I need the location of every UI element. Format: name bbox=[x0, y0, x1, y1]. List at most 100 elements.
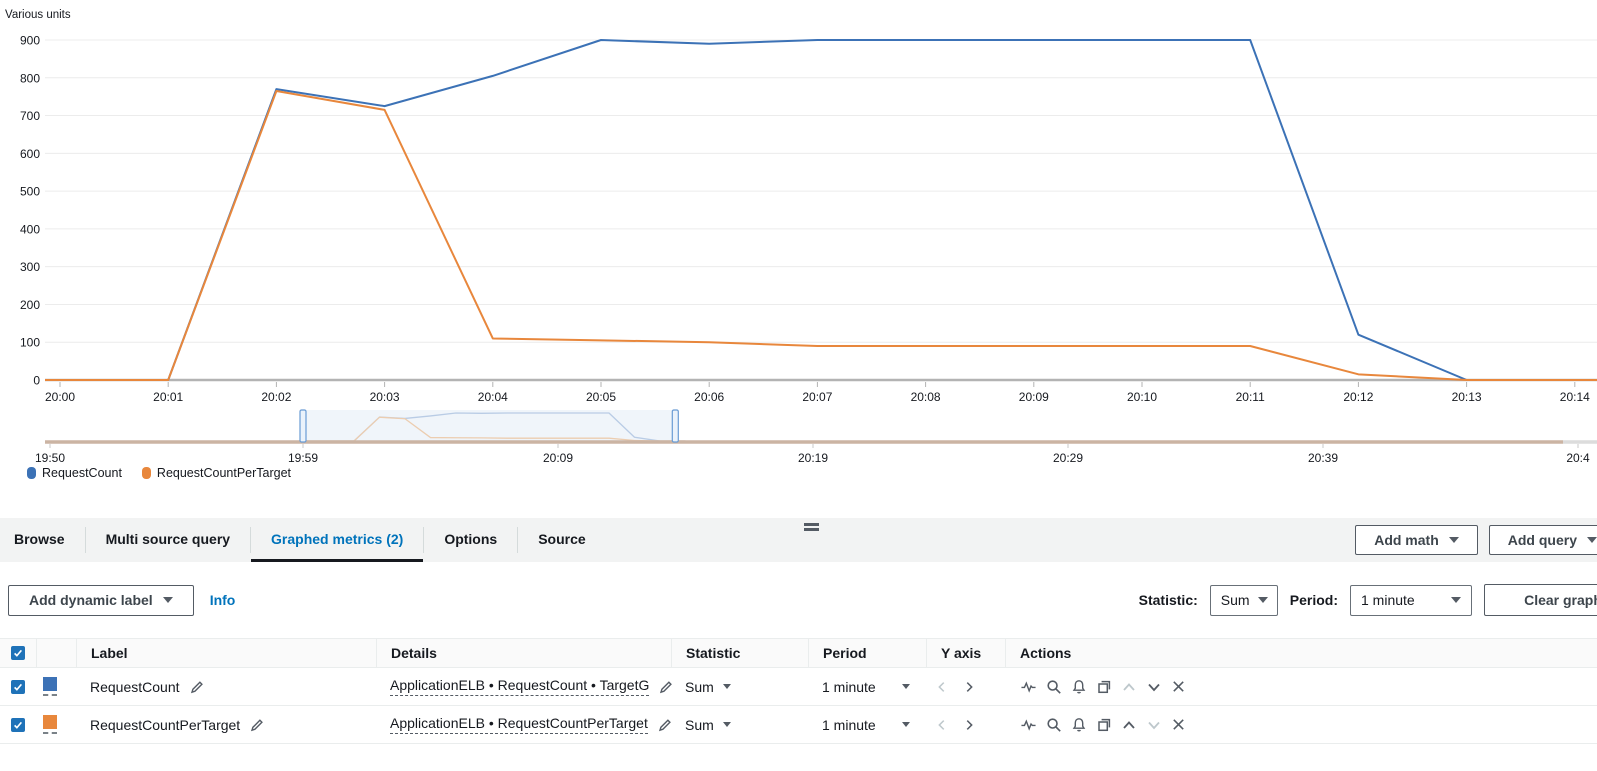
tab-divider bbox=[84, 527, 86, 553]
swatch-dash bbox=[43, 694, 57, 696]
add-dynamic-label-text: Add dynamic label bbox=[29, 592, 153, 608]
row-checkbox[interactable] bbox=[11, 717, 25, 732]
create-alarm-bell-icon[interactable] bbox=[1071, 717, 1087, 733]
row-checkbox[interactable] bbox=[11, 679, 25, 694]
row-actions-cell bbox=[1005, 717, 1597, 733]
chevron-down-icon bbox=[1587, 537, 1597, 543]
row-color-cell bbox=[36, 677, 76, 696]
clear-graph-button[interactable]: Clear graph bbox=[1484, 584, 1597, 616]
tab-graphed-metrics[interactable]: Graphed metrics (2) bbox=[251, 518, 424, 562]
tab-browse[interactable]: Browse bbox=[14, 530, 65, 547]
metric-row: RequestCount ApplicationELB • RequestCoun… bbox=[0, 668, 1597, 706]
svg-text:20:29: 20:29 bbox=[1053, 451, 1083, 465]
row-period-cell[interactable]: 1 minute bbox=[808, 679, 926, 695]
statistic-value: Sum bbox=[685, 716, 714, 733]
duplicate-icon[interactable] bbox=[1096, 679, 1112, 695]
svg-text:20:10: 20:10 bbox=[1127, 390, 1157, 404]
svg-text:20:01: 20:01 bbox=[153, 390, 183, 404]
panel-resize-handle-icon[interactable] bbox=[804, 523, 820, 533]
add-query-label: Add query bbox=[1507, 532, 1577, 548]
clear-graph-label: Clear graph bbox=[1524, 592, 1597, 608]
chevron-down-icon bbox=[1257, 597, 1268, 603]
metric-label: RequestCount bbox=[90, 678, 180, 695]
graph-this-metric-icon[interactable] bbox=[1020, 717, 1037, 733]
chevron-down-icon bbox=[722, 722, 731, 727]
main-chart: 0 100 200 300 400 500 600 700 800 900 20:00 20:01 20… bbox=[5, 9, 1597, 404]
yaxis-right-chevron-icon[interactable] bbox=[962, 679, 976, 695]
chevron-down-icon bbox=[901, 684, 910, 689]
metric-details[interactable]: ApplicationELB • RequestCount • TargetG bbox=[390, 677, 650, 696]
add-math-button[interactable]: Add math bbox=[1355, 525, 1478, 555]
yaxis-left-chevron-icon[interactable] bbox=[935, 679, 949, 695]
svg-text:19:50: 19:50 bbox=[35, 451, 65, 465]
edit-label-pencil-icon[interactable] bbox=[189, 679, 205, 695]
metric-details[interactable]: ApplicationELB • RequestCountPerTarget bbox=[390, 715, 648, 734]
remove-metric-icon[interactable] bbox=[1171, 717, 1186, 732]
svg-text:800: 800 bbox=[20, 71, 40, 85]
series-color-swatch[interactable] bbox=[43, 677, 57, 691]
row-select-cell bbox=[0, 717, 36, 732]
legend-color-dot bbox=[27, 467, 36, 479]
chevron-down-icon bbox=[722, 684, 731, 689]
svg-text:20:08: 20:08 bbox=[911, 390, 941, 404]
tab-options[interactable]: Options bbox=[444, 530, 498, 547]
series-color-swatch[interactable] bbox=[43, 715, 57, 729]
move-down-icon[interactable] bbox=[1146, 679, 1162, 695]
select-all-checkbox[interactable] bbox=[11, 646, 25, 660]
row-statistic-cell[interactable]: Sum bbox=[671, 679, 808, 695]
legend-item[interactable]: RequestCount bbox=[27, 466, 122, 480]
statistic-value: Sum bbox=[685, 678, 714, 695]
info-link[interactable]: Info bbox=[209, 592, 236, 608]
remove-metric-icon[interactable] bbox=[1171, 679, 1186, 694]
tabs: Browse Multi source query Graphed metric… bbox=[0, 518, 606, 562]
chevron-down-icon bbox=[1451, 597, 1461, 603]
graph-this-metric-icon[interactable] bbox=[1020, 679, 1037, 695]
svg-text:300: 300 bbox=[20, 260, 40, 274]
svg-text:700: 700 bbox=[20, 109, 40, 123]
add-query-button[interactable]: Add query bbox=[1488, 525, 1597, 555]
add-dynamic-label-button[interactable]: Add dynamic label bbox=[8, 584, 194, 616]
statistic-label: Statistic: bbox=[1138, 592, 1198, 608]
move-up-icon[interactable] bbox=[1121, 717, 1137, 733]
svg-text:200: 200 bbox=[20, 298, 40, 312]
timeline-minimap[interactable]: 19:50 19:59 20:09 20:19 20:29 20:39 20:4 bbox=[0, 404, 1597, 468]
move-up-icon[interactable] bbox=[1121, 679, 1137, 695]
yaxis-right-chevron-icon[interactable] bbox=[962, 717, 976, 733]
yaxis-left-chevron-icon[interactable] bbox=[935, 717, 949, 733]
edit-details-pencil-icon[interactable] bbox=[658, 679, 674, 695]
svg-text:900: 900 bbox=[20, 34, 40, 48]
header-color-cell bbox=[36, 639, 76, 667]
legend-item[interactable]: RequestCountPerTarget bbox=[141, 466, 291, 480]
svg-text:20:09: 20:09 bbox=[543, 451, 573, 465]
period-value: 1 minute bbox=[1361, 592, 1415, 608]
chart-section: 0 100 200 300 400 500 600 700 800 900 20:00 20:01 20… bbox=[0, 9, 1597, 480]
duplicate-icon[interactable] bbox=[1096, 717, 1112, 733]
tab-multi-source-query[interactable]: Multi source query bbox=[105, 530, 231, 547]
move-down-icon[interactable] bbox=[1146, 717, 1162, 733]
edit-label-pencil-icon[interactable] bbox=[249, 717, 265, 733]
search-icon[interactable] bbox=[1046, 717, 1062, 733]
row-period-cell[interactable]: 1 minute bbox=[808, 717, 926, 733]
svg-text:20:03: 20:03 bbox=[370, 390, 400, 404]
tab-source[interactable]: Source bbox=[538, 530, 586, 547]
row-statistic-cell[interactable]: Sum bbox=[671, 717, 808, 733]
chevron-down-icon bbox=[901, 722, 910, 727]
svg-text:20:13: 20:13 bbox=[1452, 390, 1482, 404]
svg-text:20:06: 20:06 bbox=[694, 390, 724, 404]
row-color-cell bbox=[36, 715, 76, 734]
create-alarm-bell-icon[interactable] bbox=[1071, 679, 1087, 695]
header-select-all-cell bbox=[0, 639, 36, 667]
period-select[interactable]: 1 minute bbox=[1350, 584, 1472, 616]
tab-bar: Browse Multi source query Graphed metric… bbox=[0, 518, 1597, 562]
row-yaxis-cell bbox=[926, 717, 1005, 733]
metrics-toolbar: Add dynamic label Info Statistic: Sum Pe… bbox=[0, 562, 1597, 638]
statistic-select[interactable]: Sum bbox=[1209, 584, 1278, 616]
search-icon[interactable] bbox=[1046, 679, 1062, 695]
svg-text:20:11: 20:11 bbox=[1236, 390, 1265, 404]
edit-details-pencil-icon[interactable] bbox=[657, 717, 673, 733]
svg-text:20:02: 20:02 bbox=[261, 390, 291, 404]
header-details: Details bbox=[376, 639, 671, 667]
table-header-row: Label Details Statistic Period Y axis Ac… bbox=[0, 638, 1597, 668]
svg-text:0: 0 bbox=[33, 374, 40, 388]
